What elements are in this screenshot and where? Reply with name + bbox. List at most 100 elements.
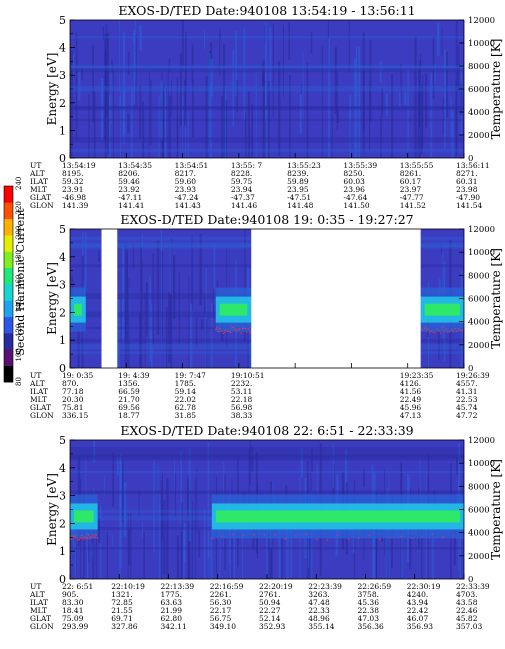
temperature-trace-point — [439, 332, 442, 334]
spectrum-streak — [111, 534, 113, 547]
temperature-trace-point — [87, 534, 90, 536]
ephemeris-value: 2761. — [259, 590, 280, 599]
temperature-trace-point — [73, 535, 76, 537]
temperature-trace-point — [448, 331, 451, 333]
y2-tick-label: 8000 — [468, 482, 490, 492]
spectrum-streak — [88, 94, 90, 158]
band-core — [424, 303, 460, 316]
spectrum-streak — [399, 92, 401, 108]
ephemeris-value: 19:23:35 — [400, 371, 434, 380]
spectrum-streak — [306, 62, 309, 158]
spectrum-streak — [400, 464, 402, 496]
ephemeris-value: 22.38 — [358, 606, 380, 615]
energy-band-texture — [70, 148, 464, 153]
spectrum-streak — [288, 22, 290, 60]
temperature-trace-point — [85, 537, 87, 540]
colorbar-tick-label: 80 — [15, 377, 23, 386]
spectrum-streak — [362, 70, 365, 131]
ephemeris-value: 22:10:19 — [111, 582, 145, 591]
spectrum-streak — [130, 513, 132, 579]
spectrum-streak — [85, 458, 87, 511]
ephemeris-value: 69.71 — [111, 614, 132, 623]
temperature-trace-point — [427, 328, 429, 330]
y2-axis-label: Temperature [K] — [489, 459, 503, 560]
ephemeris-value: -47.77 — [400, 193, 424, 202]
spectrum-streak — [441, 28, 443, 58]
spectrum-streak — [191, 501, 193, 579]
y2-axis-label: Temperature [K] — [489, 39, 503, 140]
temperature-trace-point — [253, 533, 255, 536]
spectrum-streak — [371, 464, 374, 513]
ephemeris-row-label: MLT — [30, 606, 47, 615]
spectrum-streak — [210, 59, 213, 97]
y-tick-label: 5 — [59, 14, 66, 27]
spectrum-streak — [112, 66, 114, 158]
y2-tick-label: 2000 — [468, 552, 490, 562]
spectrum-streak — [143, 531, 145, 579]
ephemeris-value: 2232. — [231, 379, 252, 388]
spectrum-streak — [157, 465, 159, 491]
y-tick-label: 2 — [59, 97, 66, 110]
ephemeris-value: 1321. — [111, 590, 132, 599]
spectrum-streak — [267, 81, 270, 158]
spectrum-streak — [187, 111, 189, 158]
spectrum-streak — [192, 79, 194, 137]
spectrum-streak — [310, 31, 313, 54]
panel-title: EXOS-D/TED Date:940108 22: 6:51 - 22:33:… — [120, 423, 413, 438]
temperature-trace-point — [358, 537, 360, 539]
y-tick-label: 5 — [59, 434, 66, 447]
ephemeris-value: 1785. — [175, 379, 196, 388]
ephemeris-value: 45.82 — [456, 614, 478, 623]
spectrum-streak — [107, 32, 110, 155]
y2-tick-label: 0 — [468, 364, 473, 374]
spectrogram-panel-3: EXOS-D/TED Date:940108 22: 6:51 - 22:33:… — [29, 423, 503, 631]
ephemeris-value: 355.14 — [308, 622, 334, 631]
spectrum-streak — [431, 502, 433, 579]
ephemeris-value: 356.36 — [358, 622, 384, 631]
temperature-trace-point — [94, 535, 96, 537]
spectrum-streak — [134, 20, 136, 82]
ephemeris-value: 83.30 — [62, 598, 84, 607]
spectrum-streak — [160, 480, 163, 579]
spectrum-streak — [124, 244, 127, 368]
ephemeris-value: 20.30 — [62, 395, 84, 404]
y2-tick-label: 4000 — [468, 108, 490, 118]
spectrum-streak — [126, 249, 128, 342]
temperature-trace-point — [218, 330, 220, 333]
ephemeris-value: 56.75 — [210, 614, 232, 623]
y2-tick-label: 0 — [468, 575, 473, 585]
spectrum-streak — [450, 97, 452, 146]
data-gap — [101, 229, 118, 368]
temperature-trace-point — [223, 331, 226, 334]
ephemeris-value: 45.74 — [456, 403, 478, 412]
spectrum-streak — [281, 534, 283, 579]
temperature-trace-point — [316, 538, 318, 541]
y2-tick-label: 6000 — [468, 295, 490, 305]
temperature-trace-point — [284, 538, 287, 540]
colorbar-segment — [4, 218, 13, 236]
spectrum-streak — [451, 109, 454, 158]
ephemeris-value: 22:13:39 — [161, 582, 195, 591]
y2-tick-label: 12000 — [468, 436, 495, 446]
ephemeris-value: 62.80 — [161, 614, 183, 623]
temperature-trace-point — [379, 538, 381, 541]
spectrum-streak — [141, 522, 144, 538]
ephemeris-value: 22.33 — [308, 606, 330, 615]
ephemeris-row-label: MLT — [30, 395, 47, 404]
spectrum-streak — [221, 96, 224, 158]
spectrum-streak — [174, 458, 175, 492]
ephemeris-value: 69.56 — [118, 403, 140, 412]
temperature-trace-point — [243, 327, 245, 329]
ephemeris-value: -47.37 — [231, 193, 255, 202]
spectrum-streak — [440, 243, 442, 255]
temperature-trace-point — [86, 536, 88, 539]
temperature-trace-point — [242, 534, 245, 536]
ephemeris-value: 63.63 — [161, 598, 183, 607]
ephemeris-row-label: ALT — [29, 379, 45, 388]
y-tick-label: 5 — [59, 223, 66, 236]
ephemeris-value: 60.17 — [400, 177, 422, 186]
spectrum-streak — [430, 72, 433, 158]
ephemeris-value: 4126. — [400, 379, 421, 388]
spectrum-streak — [178, 272, 180, 344]
spectrum-streak — [169, 95, 171, 158]
